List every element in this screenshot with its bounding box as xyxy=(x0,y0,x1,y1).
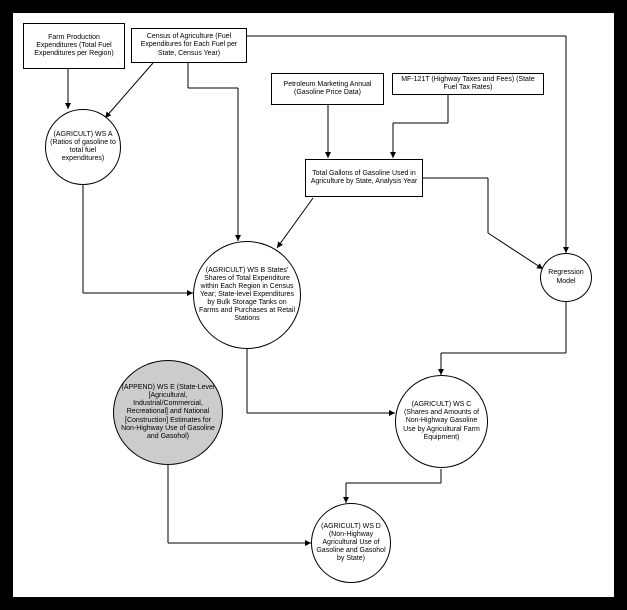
circle-ws-b: (AGRICULT) WS B States' Shares of Total … xyxy=(193,241,301,349)
circle-regression-model: Regression Model xyxy=(540,253,592,302)
box-farm-production: Farm Production Expenditures (Total Fuel… xyxy=(23,23,125,69)
box-mf121t: MF-121T (Highway Taxes and Fees) (State … xyxy=(392,73,544,95)
box-total-gallons: Total Gallons of Gasoline Used in Agricu… xyxy=(305,159,423,197)
box-census-agriculture: Census of Agriculture (Fuel Expenditures… xyxy=(131,28,247,63)
circle-ws-c: (AGRICULT) WS C (Shares and Amounts of N… xyxy=(395,375,488,468)
circle-ws-e-append: (APPEND) WS E (State-Level [Agricultural… xyxy=(113,360,223,465)
circle-ws-d: (AGRICULT) WS D (Non-Highway Agricultura… xyxy=(311,503,391,583)
circle-ws-a: (AGRICULT) WS A (Ratios of gasoline to t… xyxy=(45,109,121,185)
box-petroleum-marketing: Petroleum Marketing Annual (Gasoline Pri… xyxy=(271,73,384,105)
diagram-canvas: Farm Production Expenditures (Total Fuel… xyxy=(13,13,614,597)
